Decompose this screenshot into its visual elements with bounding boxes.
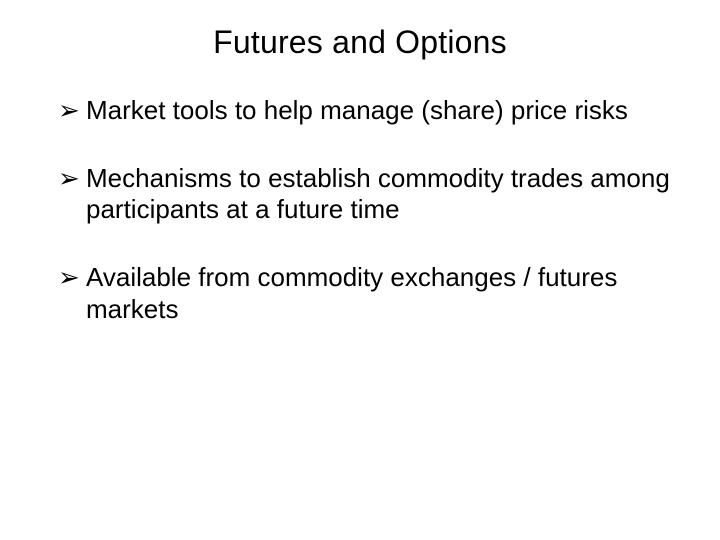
list-item: ➢ Market tools to help manage (share) pr…: [58, 95, 670, 127]
list-item-text: Market tools to help manage (share) pric…: [86, 95, 628, 125]
arrow-bullet-icon: ➢: [58, 262, 80, 294]
list-item: ➢ Mechanisms to establish commodity trad…: [58, 163, 670, 226]
list-item: ➢ Available from commodity exchanges / f…: [58, 262, 670, 325]
slide-title: Futures and Options: [50, 24, 670, 61]
arrow-bullet-icon: ➢: [58, 163, 80, 195]
bullet-list: ➢ Market tools to help manage (share) pr…: [50, 95, 670, 326]
list-item-text: Available from commodity exchanges / fut…: [86, 262, 617, 324]
arrow-bullet-icon: ➢: [58, 95, 80, 127]
slide: Futures and Options ➢ Market tools to he…: [0, 0, 720, 540]
list-item-text: Mechanisms to establish commodity trades…: [86, 163, 670, 225]
